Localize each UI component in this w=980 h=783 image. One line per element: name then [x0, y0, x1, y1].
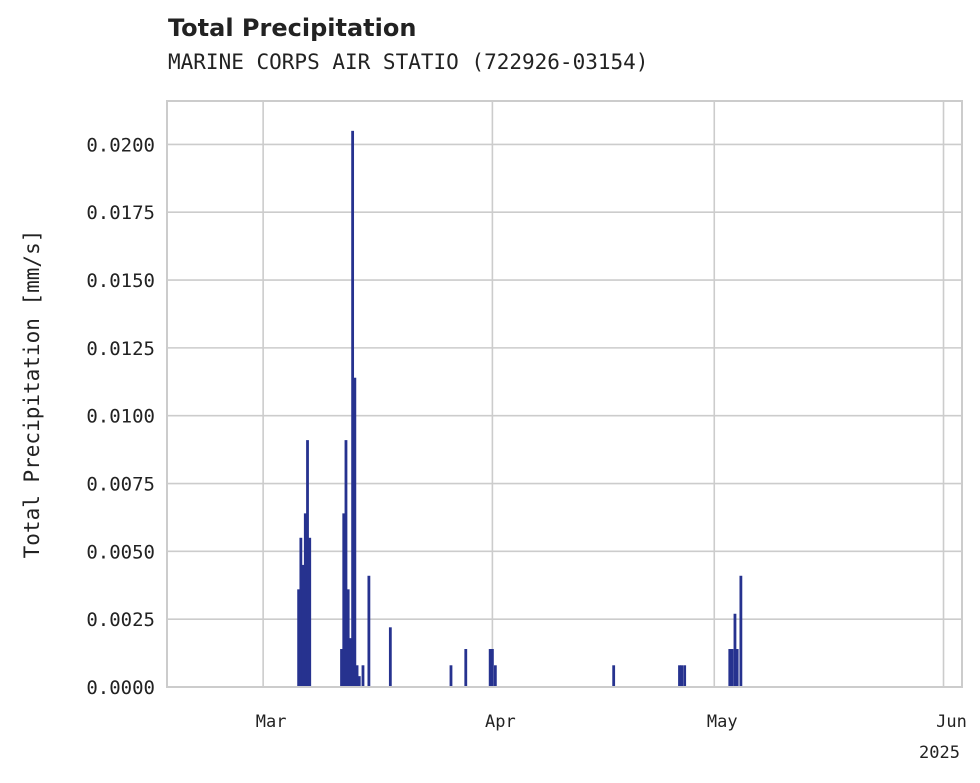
y-tick-label: 0.0100 — [86, 406, 155, 428]
plot-frame — [166, 100, 963, 688]
precip-bar — [739, 575, 743, 687]
y-tick-label: 0.0175 — [86, 202, 155, 224]
precip-bar — [361, 665, 365, 687]
precip-bar — [730, 649, 734, 687]
precip-bar — [301, 564, 305, 687]
y-tick-label: 0.0000 — [86, 677, 155, 699]
precip-bar — [488, 649, 492, 687]
x-gridlines — [262, 101, 945, 687]
precip-bar — [490, 649, 494, 687]
precip-bar — [367, 575, 371, 687]
precip-bar — [299, 537, 303, 687]
y-tick-label: 0.0200 — [86, 134, 155, 156]
precip-bar — [346, 589, 350, 687]
precip-bar — [464, 649, 468, 687]
precip-bar — [342, 513, 346, 687]
precip-bar — [303, 513, 307, 687]
precip-bar — [306, 440, 309, 687]
y-tick-label: 0.0075 — [86, 474, 155, 496]
x-tick-label: Jun — [936, 712, 967, 732]
precip-bar — [308, 537, 312, 687]
precip-bar — [683, 665, 687, 687]
y-gridlines — [167, 143, 962, 688]
precip-bar — [357, 676, 361, 687]
y-tick-label: 0.0050 — [86, 541, 155, 563]
x-tick-labels: MarAprMayJunJulAug — [256, 712, 967, 732]
plot-background — [167, 101, 962, 687]
precip-bar — [735, 649, 739, 687]
y-tick-label: 0.0025 — [86, 609, 155, 631]
precip-bar — [612, 665, 616, 687]
x-tick-label: May — [707, 712, 738, 732]
precip-bar — [728, 649, 732, 687]
precipitation-bars — [297, 130, 743, 687]
precip-bar — [353, 377, 357, 687]
y-tick-label: 0.0150 — [86, 270, 155, 292]
y-tick-labels: 0.0000 0.0025 0.0050 0.0075 0.0100 0.0125 0.01… — [86, 134, 155, 699]
precip-bar — [297, 589, 301, 687]
precip-bar — [344, 440, 348, 687]
y-axis-label: Total Precipitation [mm/s] — [20, 230, 44, 559]
y-tick-label: 0.0125 — [86, 338, 155, 360]
precip-bar — [678, 665, 681, 687]
precip-bar — [355, 665, 359, 687]
chart-title: Total Precipitation — [168, 14, 417, 42]
chart-subtitle: MARINE CORPS AIR STATIO (722926-03154) — [168, 50, 649, 74]
precip-bar — [340, 649, 343, 687]
precip-bar — [351, 130, 355, 687]
x-tick-label: Apr — [485, 712, 516, 732]
x-tick-label: Mar — [256, 712, 287, 732]
precip-bar — [733, 613, 737, 687]
precip-bar — [349, 638, 352, 687]
precip-bar — [493, 665, 497, 687]
precip-bar — [388, 627, 392, 687]
precip-bar — [680, 665, 684, 687]
precip-bar — [449, 665, 453, 687]
year-label: 2025 — [919, 743, 960, 763]
